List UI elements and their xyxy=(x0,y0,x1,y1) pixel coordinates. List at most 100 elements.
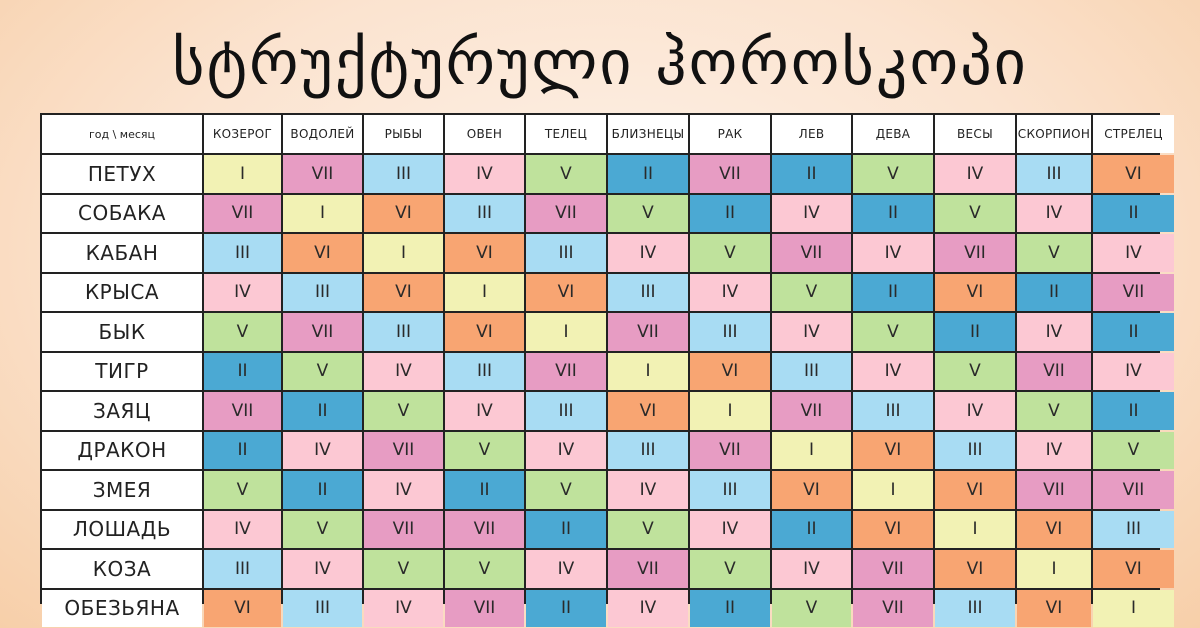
table-cell: VII xyxy=(204,392,281,430)
table-cell: V xyxy=(1093,431,1174,469)
table-cell: III xyxy=(1017,155,1091,193)
table-cell: III xyxy=(364,155,443,193)
table-cell: II xyxy=(1093,392,1174,430)
table-cell: IV xyxy=(608,234,688,272)
table-cell: V xyxy=(526,471,606,509)
table-cell: VII xyxy=(526,194,606,232)
table-cell: VI xyxy=(204,589,281,627)
table-cell: V xyxy=(283,510,362,548)
table-cell: I xyxy=(1093,589,1174,627)
table-cell: V xyxy=(853,155,933,193)
month-header: ВЕСЫ xyxy=(935,115,1015,153)
table-cell: V xyxy=(1017,234,1091,272)
table-cell: V xyxy=(204,313,281,351)
table-cell: III xyxy=(445,194,524,232)
table-cell: V xyxy=(364,550,443,588)
table-cell: VII xyxy=(690,155,770,193)
table-cell: VII xyxy=(204,194,281,232)
year-animal-label: ЗАЯЦ xyxy=(42,392,202,430)
year-animal-label: ДРАКОН xyxy=(42,431,202,469)
table-cell: VII xyxy=(1017,352,1091,390)
table-cell: IV xyxy=(935,155,1015,193)
table-cell: VI xyxy=(935,471,1015,509)
table-cell: VII xyxy=(772,234,851,272)
year-animal-label: БЫК xyxy=(42,313,202,351)
table-cell: V xyxy=(445,550,524,588)
month-header: СКОРПИОН xyxy=(1017,115,1091,153)
table-cell: IV xyxy=(364,352,443,390)
table-cell: V xyxy=(608,510,688,548)
table-cell: VI xyxy=(526,273,606,311)
table-cell: VII xyxy=(608,550,688,588)
table-cell: II xyxy=(690,194,770,232)
table-cell: VI xyxy=(1017,589,1091,627)
table-cell: V xyxy=(204,471,281,509)
table-cell: IV xyxy=(1093,352,1174,390)
year-animal-label: ТИГР xyxy=(42,352,202,390)
table-cell: IV xyxy=(283,431,362,469)
table-cell: II xyxy=(526,510,606,548)
table-cell: II xyxy=(853,273,933,311)
table-cell: IV xyxy=(283,550,362,588)
table-cell: II xyxy=(772,155,851,193)
table-cell: VI xyxy=(1093,550,1174,588)
table-cell: IV xyxy=(772,550,851,588)
table-cell: VI xyxy=(772,471,851,509)
table-cell: VI xyxy=(364,194,443,232)
table-cell: V xyxy=(853,313,933,351)
table-cell: III xyxy=(204,234,281,272)
table-cell: IV xyxy=(690,510,770,548)
table-cell: III xyxy=(935,431,1015,469)
table-cell: II xyxy=(445,471,524,509)
table-cell: VII xyxy=(935,234,1015,272)
table-cell: III xyxy=(853,392,933,430)
table-cell: III xyxy=(772,352,851,390)
table-cell: IV xyxy=(772,194,851,232)
table-cell: IV xyxy=(445,392,524,430)
month-header: РАК xyxy=(690,115,770,153)
table-cell: V xyxy=(935,194,1015,232)
table-cell: II xyxy=(1017,273,1091,311)
table-cell: I xyxy=(608,352,688,390)
table-cell: VII xyxy=(1093,273,1174,311)
table-cell: II xyxy=(853,194,933,232)
table-cell: III xyxy=(526,392,606,430)
month-header: ВОДОЛЕЙ xyxy=(283,115,362,153)
table-cell: II xyxy=(608,155,688,193)
table-cell: V xyxy=(283,352,362,390)
table-cell: III xyxy=(364,313,443,351)
table-cell: II xyxy=(526,589,606,627)
table-cell: III xyxy=(690,471,770,509)
year-animal-label: КОЗА xyxy=(42,550,202,588)
table-cell: VI xyxy=(283,234,362,272)
month-header: ДЕВА xyxy=(853,115,933,153)
table-cell: VII xyxy=(690,431,770,469)
table-cell: I xyxy=(935,510,1015,548)
table-cell: VII xyxy=(364,431,443,469)
table-cell: VI xyxy=(935,550,1015,588)
table-cell: II xyxy=(1093,313,1174,351)
table-cell: VI xyxy=(853,431,933,469)
table-cell: VI xyxy=(364,273,443,311)
table-cell: IV xyxy=(364,471,443,509)
table-cell: V xyxy=(1017,392,1091,430)
month-header: ТЕЛЕЦ xyxy=(526,115,606,153)
table-cell: V xyxy=(772,589,851,627)
table-cell: IV xyxy=(1017,313,1091,351)
table-cell: III xyxy=(283,273,362,311)
table-cell: I xyxy=(445,273,524,311)
table-cell: I xyxy=(283,194,362,232)
table-cell: V xyxy=(364,392,443,430)
table-cell: II xyxy=(1093,194,1174,232)
year-animal-label: ЗМЕЯ xyxy=(42,471,202,509)
year-animal-label: СОБАКА xyxy=(42,194,202,232)
table-cell: VII xyxy=(445,510,524,548)
table-cell: III xyxy=(608,431,688,469)
table-cell: I xyxy=(772,431,851,469)
year-animal-label: ЛОШАДЬ xyxy=(42,510,202,548)
table-cell: IV xyxy=(1017,431,1091,469)
month-header: ОВЕН xyxy=(445,115,524,153)
table-cell: VII xyxy=(608,313,688,351)
table-cell: VII xyxy=(445,589,524,627)
table-cell: II xyxy=(283,471,362,509)
